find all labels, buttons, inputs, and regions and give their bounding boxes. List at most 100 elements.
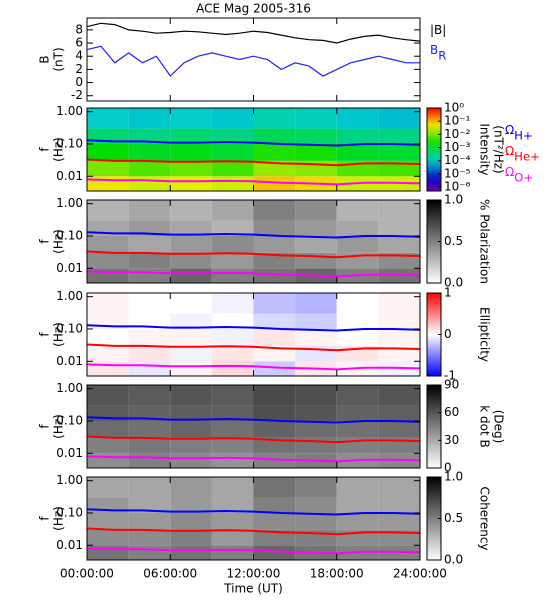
y-tick-label: 0.01 — [56, 538, 83, 552]
colorbar-tick-label: 60 — [444, 405, 459, 419]
heatmap-cell — [211, 385, 254, 406]
colorbar-tick-label: 0.0 — [444, 553, 463, 567]
heatmap-cell — [170, 385, 212, 406]
heatmap-cell — [295, 477, 337, 498]
y-tick-label: 0 — [75, 75, 83, 89]
heatmap-cell — [170, 405, 212, 421]
heatmap-cell — [170, 328, 212, 346]
heatmap-cell — [87, 512, 129, 530]
x-tick-label: 24:00:00 — [393, 567, 447, 581]
y-tick-label: 8 — [75, 22, 83, 36]
y-axis-label: (Hz) — [52, 414, 66, 439]
heatmap-cell — [336, 405, 379, 421]
heatmap-cell — [295, 143, 337, 161]
y-tick-label: 0.01 — [56, 261, 83, 275]
heatmap-cell — [295, 385, 337, 406]
y-tick-label: 4 — [75, 49, 83, 63]
heatmap-cell — [170, 497, 212, 513]
heatmap-cell — [295, 512, 337, 530]
heatmap-cell — [87, 108, 129, 129]
heatmap-cell — [87, 420, 129, 438]
heatmap-cell — [128, 437, 171, 454]
heatmap-cell — [253, 220, 296, 236]
heatmap-cell — [253, 361, 296, 376]
heatmap-cell — [295, 220, 337, 236]
x-axis-label: Time (UT) — [223, 582, 283, 596]
heatmap-cell — [253, 108, 296, 129]
heatmap-cell — [336, 200, 379, 221]
heatmap-cell — [128, 497, 171, 513]
heatmap-cell — [170, 477, 212, 498]
heatmap-cell — [211, 293, 254, 314]
gyrofrequency-line — [86, 343, 421, 352]
gyrofrequency-line — [86, 547, 421, 555]
heatmap-cell — [378, 200, 420, 221]
heatmap-cell — [87, 545, 129, 560]
heatmap-cell — [211, 268, 254, 283]
heatmap-cell — [253, 143, 296, 161]
heatmap-cell — [295, 293, 337, 314]
heatmap-cell — [170, 313, 212, 329]
heatmap-cell — [378, 108, 420, 129]
heatmap-cell — [211, 453, 254, 468]
heatmap-cell — [336, 420, 379, 438]
heatmap-cell — [295, 328, 337, 346]
heatmap-cell — [211, 512, 254, 530]
heatmap-cell — [378, 497, 420, 513]
x-tick-label: 18:00:00 — [310, 567, 364, 581]
chart-title: ACE Mag 2005-316 — [196, 2, 311, 16]
heatmap-cell — [211, 420, 254, 438]
y-axis-label: f — [38, 147, 52, 152]
colorbar-label: (nT²/Hz) — [492, 125, 506, 173]
heatmap-cell — [336, 235, 379, 253]
heatmap-cell — [253, 268, 296, 283]
heatmap-cell — [378, 420, 420, 438]
gyrofrequency-line — [86, 435, 421, 444]
heatmap-cell — [87, 437, 129, 454]
heatmap-cell — [87, 385, 129, 406]
y-tick-label: 0.10 — [56, 505, 83, 519]
gyrofrequency-line — [86, 527, 421, 536]
heatmap-cell — [128, 477, 171, 498]
heatmap-cell — [253, 293, 296, 314]
legend-entry-main: Ω — [505, 144, 514, 158]
gyrofrequency-line — [86, 324, 421, 332]
heatmap-cell — [378, 512, 420, 530]
heatmap-cell — [336, 512, 379, 530]
y-axis-label: (Hz) — [52, 137, 66, 162]
colorbar-tick-label: 0.5 — [444, 511, 463, 525]
heatmap-cell — [253, 512, 296, 530]
heatmap-cell — [211, 477, 254, 498]
colorbar-tick-label: 1.0 — [444, 470, 463, 484]
y-tick-label: 0.10 — [56, 228, 83, 242]
colorbar-tick-label: 0 — [444, 327, 452, 341]
heatmap-cell — [170, 200, 212, 221]
heatmap-cell — [170, 529, 212, 546]
heatmap-cell — [87, 361, 129, 376]
y-tick-label: 6 — [75, 36, 83, 50]
legend-entry-sub: He+ — [514, 149, 540, 163]
colorbar-label: Ellipticity — [478, 307, 492, 362]
heatmap-cell — [170, 143, 212, 161]
heatmap-cell — [295, 313, 337, 329]
gyrofrequency-line — [86, 158, 421, 167]
colorbar-tick-label: 0.0 — [444, 276, 463, 290]
gyrofrequency-line — [86, 416, 421, 424]
colorbar-tick-label: 1 — [444, 286, 452, 300]
heatmap-cell — [253, 313, 296, 329]
y-axis-label: (Hz) — [52, 229, 66, 254]
heatmap-cell — [336, 497, 379, 513]
gyrofrequency-line — [86, 270, 421, 278]
line — [86, 45, 420, 77]
heatmap-cell — [253, 477, 296, 498]
heatmap-cell — [295, 420, 337, 438]
heatmap-cell — [170, 176, 212, 191]
heatmap-cell — [128, 405, 171, 421]
heatmap-cell — [128, 385, 171, 406]
colorbar-label: Coherency — [478, 486, 492, 550]
gyrofrequency-line — [86, 508, 421, 516]
heatmap-cell — [253, 529, 296, 546]
heatmap-cell — [336, 108, 379, 129]
colorbar-tick-label: 90 — [444, 378, 459, 392]
